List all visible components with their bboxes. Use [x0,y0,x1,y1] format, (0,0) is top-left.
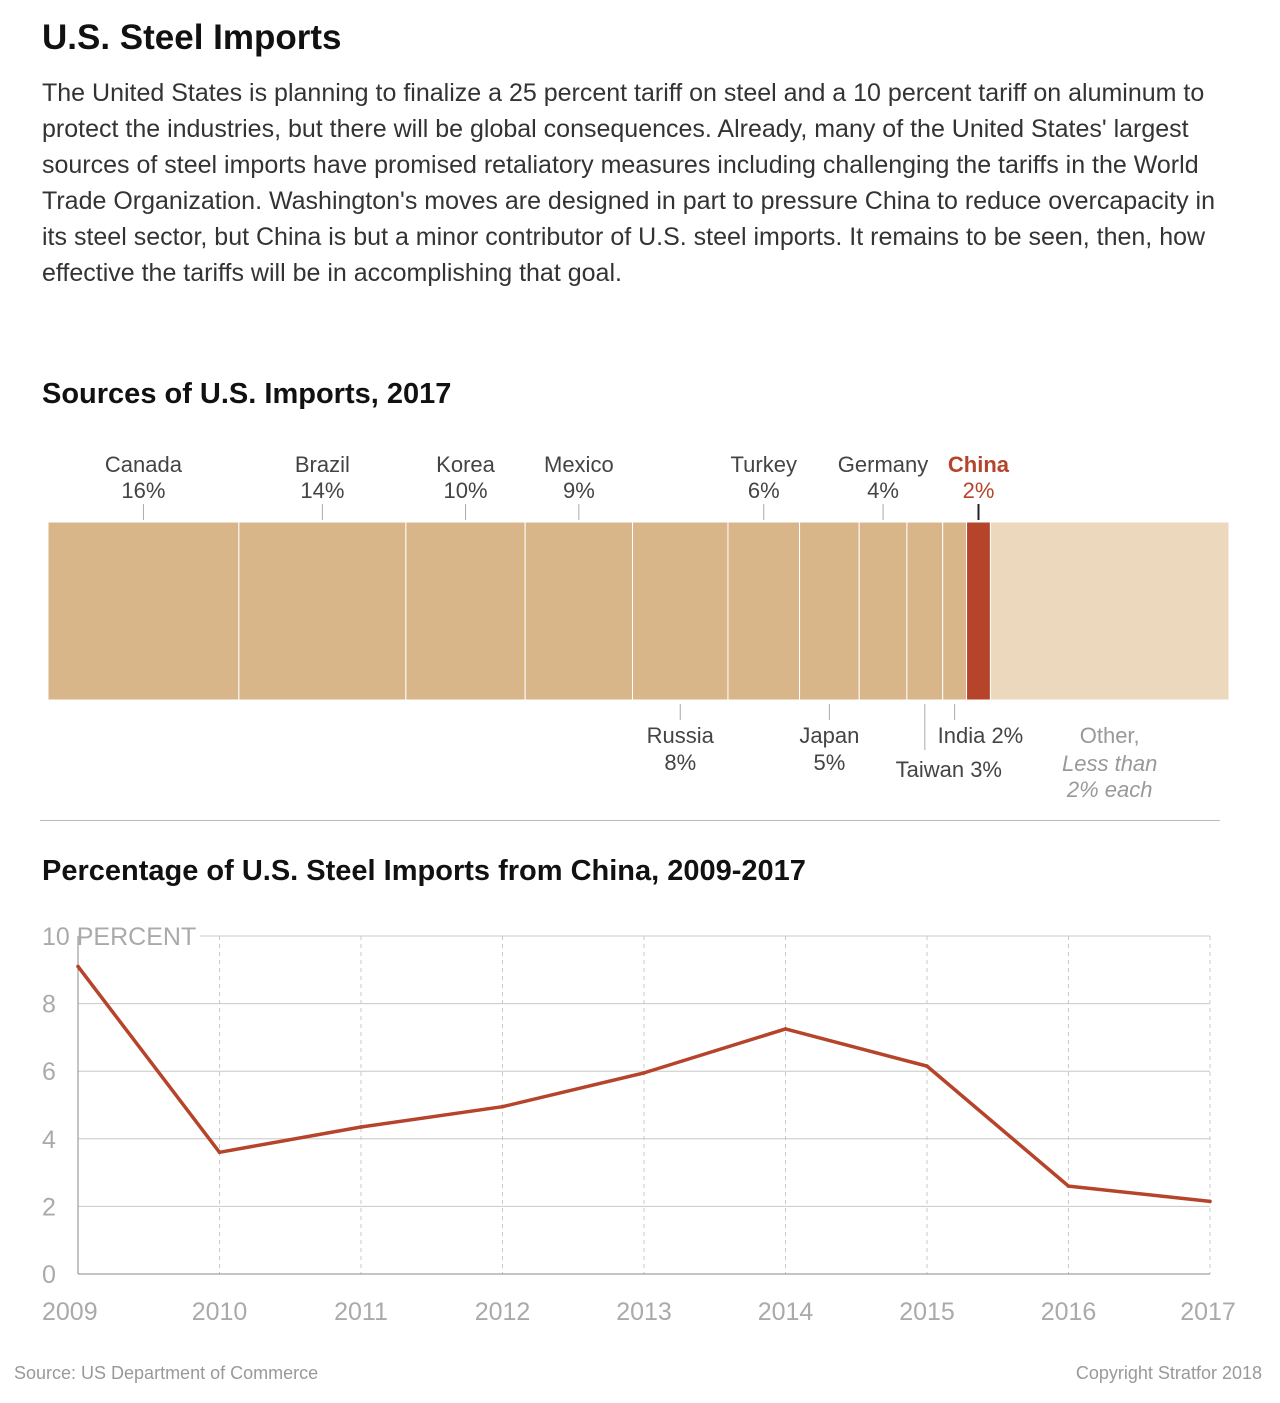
value-canada: 16% [121,478,165,503]
data-point-2012 [500,1104,505,1109]
value-brazil: 14% [300,478,344,503]
value-japan: 5% [813,750,845,775]
bar-segment-other [989,521,1230,701]
label-canada: Canada [105,452,183,477]
value-china: 2% [963,478,995,503]
value-mexico: 9% [563,478,595,503]
data-point-2009 [76,964,80,969]
bar-chart-title: Sources of U.S. Imports, 2017 [42,378,452,410]
copyright-note: Copyright Stratfor 2018 [1075,1363,1262,1383]
y-tick-label-6: 6 [42,1058,56,1086]
x-tick-label-2010: 2010 [192,1298,248,1326]
data-point-2011 [359,1125,363,1129]
data-point-2017 [1208,1199,1212,1204]
bar-segment-mexico [524,521,634,701]
bar-segment-korea [405,521,526,701]
bar-segment-canada [47,521,240,701]
value-korea: 10% [444,478,488,503]
data-point-2010 [217,1150,222,1155]
bar-segment-japan [799,521,860,701]
label-other: Other, [1080,723,1140,748]
label-mexico: Mexico [544,452,614,477]
line-chart-title: Percentage of U.S. Steel Imports from Ch… [42,855,806,887]
data-point-2016 [1066,1184,1071,1188]
x-tick-label-2014: 2014 [758,1298,814,1326]
value-russia: 8% [664,750,696,775]
y-tick-label-2: 2 [42,1193,56,1221]
x-tick-label-2013: 2013 [616,1298,672,1326]
label-turkey: Turkey [731,452,797,477]
bar-segment-germany [858,521,908,701]
bar-segment-india [942,521,968,701]
x-tick-label-2012: 2012 [475,1298,531,1326]
data-point-2015 [925,1064,929,1068]
china-share-line-chart: 0 2 4 6 8 10 PERCENT 2009 2010 2011 2012 2013 2014 2… [42,923,1236,1326]
data-point-2014 [783,1027,788,1031]
intro-paragraph: The United States is planning to finaliz… [42,79,1215,287]
label-china: China [948,452,1010,477]
bar-segment-taiwan [906,521,944,701]
x-tick-label-2017: 2017 [1180,1298,1236,1326]
data-point-2013 [642,1071,646,1075]
value-turkey: 6% [748,478,780,503]
label-russia: Russia [647,723,715,748]
value-other-line-1: Less than [1062,751,1157,776]
bar-segment-china [966,521,991,701]
source-note: Source: US Department of Commerce [14,1363,319,1383]
y-tick-label-0: 0 [42,1261,56,1289]
value-germany: 4% [867,478,899,503]
page-title: U.S. Steel Imports [42,18,342,57]
label-brazil: Brazil [295,452,350,477]
bar-segment-brazil [238,521,407,701]
x-tick-label-2011: 2011 [334,1298,388,1326]
label-india: India 2% [938,723,1024,748]
y-tick-label-10: 10 PERCENT [42,923,196,951]
label-japan: Japan [799,723,859,748]
y-tick-label-8: 8 [42,991,56,1019]
section-divider [40,820,1220,821]
y-tick-label-4: 4 [42,1126,56,1154]
value-other-line-2: 2% each [1066,777,1153,802]
bar-segment-russia [632,521,729,701]
x-tick-label-2016: 2016 [1041,1298,1097,1326]
bar-segment-turkey [727,521,801,701]
label-taiwan: Taiwan 3% [896,757,1002,782]
label-korea: Korea [436,452,495,477]
label-germany: Germany [838,452,928,477]
x-tick-label-2009: 2009 [42,1298,98,1326]
x-tick-label-2015: 2015 [899,1298,955,1326]
